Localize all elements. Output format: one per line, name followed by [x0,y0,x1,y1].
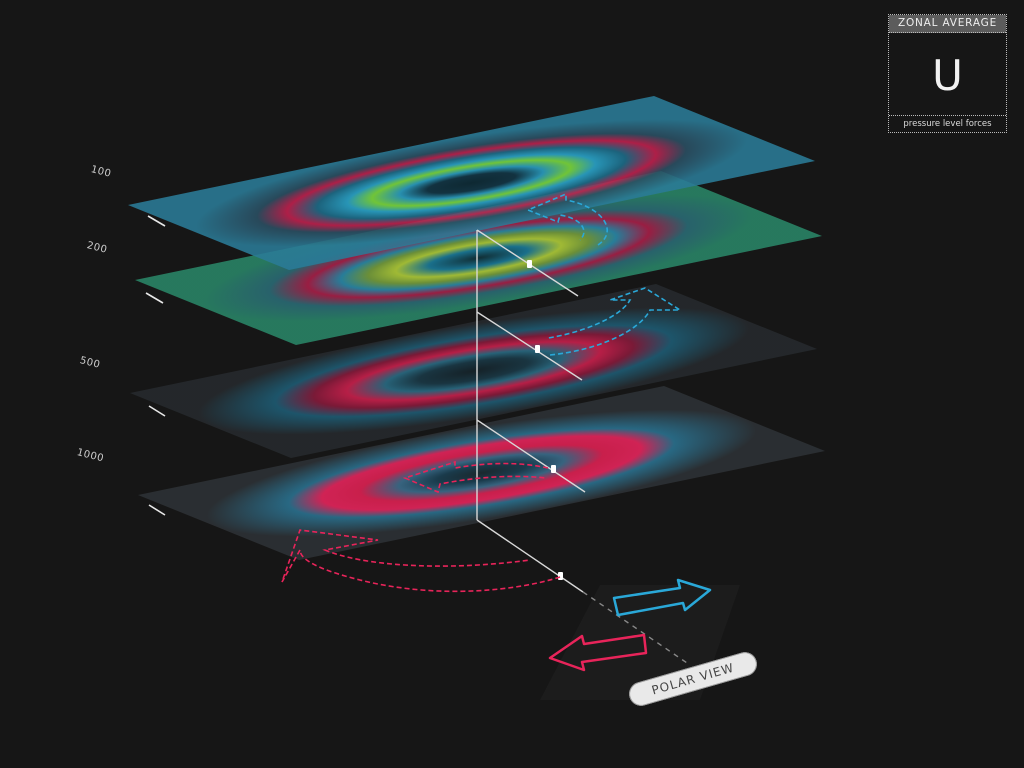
zonal-average-legend: ZONAL AVERAGE U pressure level forces [888,14,1007,133]
eastward-wind-arrow-icon [612,578,712,617]
westward-flow-arrow-1000 [281,529,561,593]
eastward-flow-arrow-100 [525,192,609,246]
plane-200 [135,171,822,345]
legend-title: ZONAL AVERAGE [889,15,1006,33]
level-ticks [145,215,166,516]
westward-wind-arrow-icon [548,633,648,672]
plane-500 [130,284,817,458]
plane-1000 [138,386,825,560]
legend-caption: pressure level forces [889,115,1006,132]
eastward-flow-arrow-200 [547,287,683,356]
plane-100 [128,96,815,270]
legend-symbol: U [932,50,963,100]
polar-axis [476,229,691,666]
westward-flow-arrow-500 [402,460,549,494]
